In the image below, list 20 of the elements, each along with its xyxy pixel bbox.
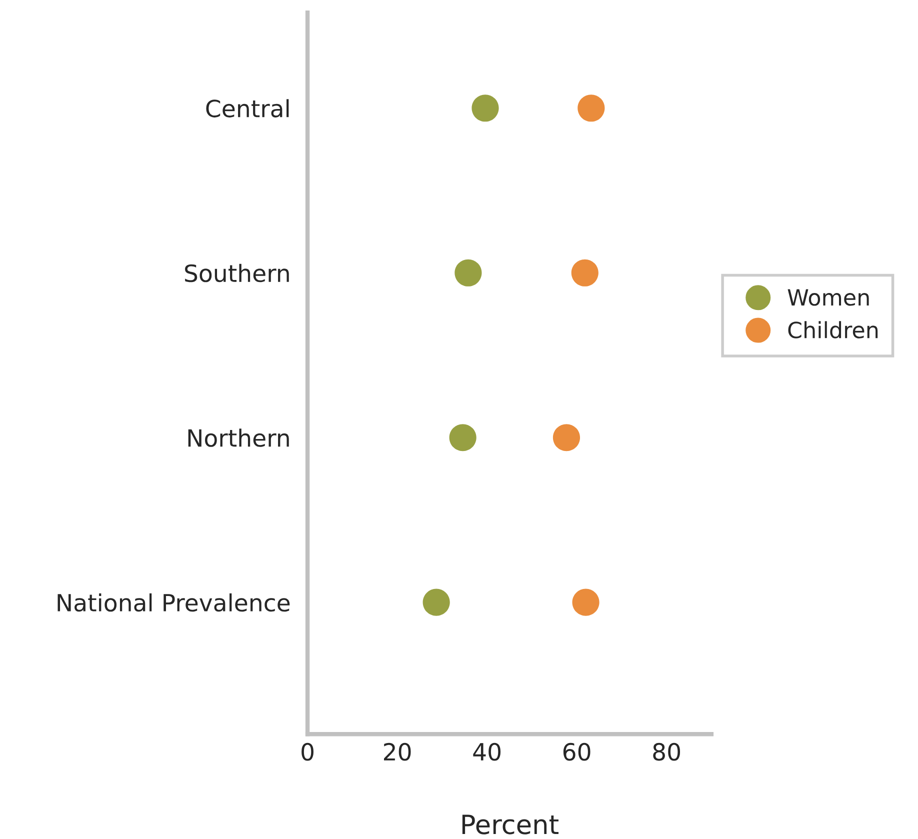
x-tick-label: 80 bbox=[653, 742, 680, 761]
point bbox=[571, 259, 598, 286]
legend-label: Children bbox=[788, 321, 878, 338]
y-tick-label: Northern bbox=[188, 428, 289, 447]
point bbox=[572, 588, 600, 616]
x-axis-title: Percent bbox=[462, 814, 558, 834]
x-tick-label: 20 bbox=[384, 742, 411, 761]
point bbox=[552, 424, 580, 452]
point bbox=[454, 259, 482, 286]
point bbox=[422, 588, 450, 616]
y-tick-label: National Prevalence bbox=[58, 593, 290, 612]
legend-label: Women bbox=[788, 289, 869, 306]
point bbox=[578, 94, 605, 122]
x-tick-label: 60 bbox=[563, 742, 590, 761]
x-tick-label: 0 bbox=[302, 742, 314, 761]
point bbox=[472, 94, 499, 122]
y-tick-label: Southern bbox=[185, 264, 289, 282]
x-tick-label: 40 bbox=[473, 742, 501, 761]
point bbox=[449, 424, 476, 452]
y-tick-label: Central bbox=[206, 99, 289, 118]
